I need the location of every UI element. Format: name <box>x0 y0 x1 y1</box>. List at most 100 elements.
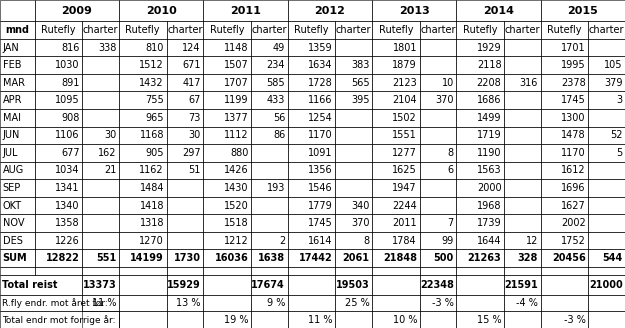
Bar <box>335 250 372 267</box>
Text: 51: 51 <box>188 165 201 175</box>
Bar <box>82 197 119 215</box>
Bar <box>82 250 119 267</box>
Text: 124: 124 <box>182 43 201 52</box>
Bar <box>203 215 251 232</box>
Bar <box>504 232 541 250</box>
Bar <box>419 232 456 250</box>
Bar <box>203 127 251 144</box>
Bar <box>251 127 288 144</box>
Bar <box>372 39 419 56</box>
Text: 6: 6 <box>448 165 454 175</box>
Bar <box>288 267 335 275</box>
Text: 1739: 1739 <box>477 218 501 228</box>
Bar <box>419 215 456 232</box>
Bar <box>335 127 372 144</box>
Text: 2011: 2011 <box>392 218 417 228</box>
Text: 908: 908 <box>61 113 79 123</box>
Text: 2000: 2000 <box>477 183 501 193</box>
Text: 1212: 1212 <box>224 236 248 246</box>
Text: 551: 551 <box>96 253 116 263</box>
Text: -3 %: -3 % <box>564 315 586 325</box>
Bar <box>419 275 456 295</box>
Bar <box>541 275 588 295</box>
Bar <box>335 267 372 275</box>
Bar <box>203 74 251 92</box>
Bar <box>119 215 166 232</box>
Text: 1701: 1701 <box>561 43 586 52</box>
Text: 17674: 17674 <box>251 280 285 290</box>
Text: 677: 677 <box>61 148 79 158</box>
Bar <box>0 0 34 21</box>
Bar <box>82 275 119 295</box>
Bar <box>251 144 288 162</box>
Bar <box>504 92 541 109</box>
Bar <box>166 250 203 267</box>
Bar <box>372 215 419 232</box>
Bar <box>251 109 288 127</box>
Text: 2244: 2244 <box>392 201 417 211</box>
Bar <box>251 275 288 295</box>
Text: 1170: 1170 <box>561 148 586 158</box>
Bar <box>504 162 541 179</box>
Text: 417: 417 <box>182 78 201 88</box>
Text: 1499: 1499 <box>477 113 501 123</box>
Bar <box>119 162 166 179</box>
Bar <box>456 162 504 179</box>
Bar <box>419 250 456 267</box>
Bar <box>372 295 419 311</box>
Text: 162: 162 <box>98 148 116 158</box>
Bar <box>0 127 34 144</box>
Bar <box>456 311 504 328</box>
Bar <box>34 250 82 267</box>
Text: 8: 8 <box>448 148 454 158</box>
Text: JUN: JUN <box>2 130 20 140</box>
Bar <box>82 311 119 328</box>
Bar <box>288 39 335 56</box>
Bar <box>588 232 625 250</box>
Bar <box>335 311 372 328</box>
Text: 1686: 1686 <box>477 95 501 105</box>
Bar <box>541 311 588 328</box>
Text: 12822: 12822 <box>46 253 79 263</box>
Text: 755: 755 <box>145 95 164 105</box>
Text: 1226: 1226 <box>55 236 79 246</box>
Text: 1730: 1730 <box>174 253 201 263</box>
Bar <box>0 56 34 74</box>
Text: 1745: 1745 <box>561 95 586 105</box>
Bar <box>251 295 288 311</box>
Bar <box>504 144 541 162</box>
Bar <box>0 21 34 39</box>
Bar <box>419 144 456 162</box>
Bar <box>456 275 504 295</box>
Text: Rutefly: Rutefly <box>41 25 76 35</box>
Bar <box>541 39 588 56</box>
Text: 1929: 1929 <box>477 43 501 52</box>
Text: charter: charter <box>420 25 456 35</box>
Bar <box>34 197 82 215</box>
Text: 1095: 1095 <box>55 95 79 105</box>
Bar <box>251 56 288 74</box>
Text: AUG: AUG <box>2 165 24 175</box>
Text: 17442: 17442 <box>299 253 332 263</box>
Text: 19 %: 19 % <box>224 315 248 325</box>
Bar <box>0 232 34 250</box>
Bar <box>288 197 335 215</box>
Text: SUM: SUM <box>2 253 27 263</box>
Bar <box>541 144 588 162</box>
Bar <box>119 295 166 311</box>
Bar <box>34 232 82 250</box>
Bar <box>335 275 372 295</box>
Bar <box>288 74 335 92</box>
Bar <box>335 162 372 179</box>
Text: 49: 49 <box>273 43 285 52</box>
Bar <box>119 74 166 92</box>
Bar <box>372 179 419 197</box>
Bar <box>166 267 203 275</box>
Text: 965: 965 <box>146 113 164 123</box>
Text: 2208: 2208 <box>477 78 501 88</box>
Text: 22348: 22348 <box>420 280 454 290</box>
Text: MAI: MAI <box>2 113 21 123</box>
Bar <box>372 197 419 215</box>
Bar <box>82 21 119 39</box>
Bar <box>588 92 625 109</box>
